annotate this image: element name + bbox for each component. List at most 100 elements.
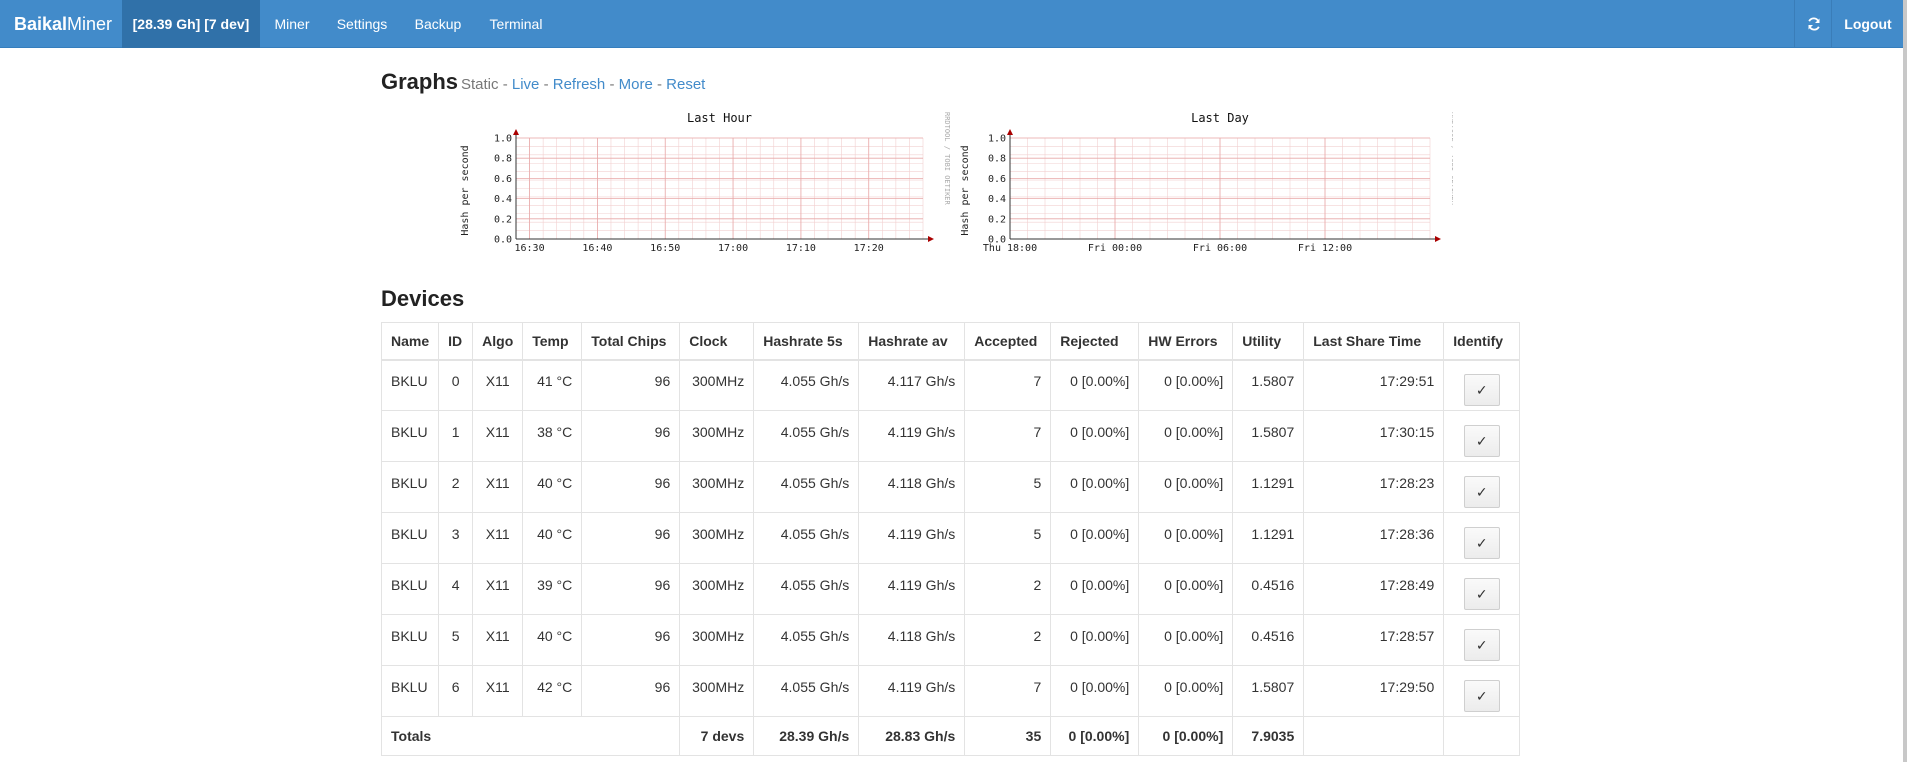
cell-name: BKLU	[380, 410, 440, 462]
graph-link-refresh[interactable]: Refresh	[552, 76, 606, 93]
scrollbar[interactable]	[1903, 0, 1907, 762]
nav-status[interactable]: [28.39 Gh] [7 dev]	[122, 0, 260, 48]
col-temp: Temp	[522, 322, 583, 361]
cell-id: 5	[438, 614, 474, 666]
nav-item-backup[interactable]: Backup	[414, 16, 462, 32]
cell-temp: 39 °C	[522, 563, 583, 615]
nav-item-miner[interactable]: Miner	[274, 16, 310, 32]
identify-button[interactable]: ✓	[1463, 527, 1500, 559]
cell-hashrate-av: 4.119 Gh/s	[858, 563, 966, 615]
y-axis-label: Hash per second	[460, 145, 471, 235]
cell-temp: 40 °C	[522, 461, 583, 513]
y-tick-label: 0.0	[988, 235, 1006, 246]
cell-name: BKLU	[380, 563, 440, 615]
identify-button[interactable]: ✓	[1463, 476, 1500, 508]
cell-identify: ✓	[1443, 563, 1521, 615]
cell-id: 3	[438, 512, 474, 564]
nav-item-terminal[interactable]: Terminal	[489, 16, 543, 32]
x-tick-label: 16:50	[650, 243, 680, 254]
cell-total-chips: 96	[581, 359, 681, 411]
cell-identify: ✓	[1443, 410, 1521, 462]
cell-clock: 300MHz	[679, 512, 755, 564]
cell-rejected: 0 [0.00%]	[1050, 563, 1140, 615]
logout-button[interactable]: Logout	[1844, 16, 1892, 32]
cell-name: BKLU	[380, 359, 440, 411]
cell-hw-errors: 0 [0.00%]	[1138, 410, 1234, 462]
x-axis-arrow	[1435, 236, 1441, 242]
cell-rejected: 0 [0.00%]	[1050, 461, 1140, 513]
identify-button[interactable]: ✓	[1463, 578, 1500, 610]
identify-button[interactable]: ✓	[1463, 629, 1500, 661]
graph-mode-static: Static	[461, 76, 499, 93]
cell-hashrate-5s: 4.055 Gh/s	[753, 665, 860, 717]
col-hw-errors: HW Errors	[1138, 322, 1234, 361]
col-last-share-time: Last Share Time	[1303, 322, 1445, 361]
col-id: ID	[438, 322, 474, 361]
y-tick-label: 0.6	[988, 174, 1006, 185]
navbar: BaikalMiner [28.39 Gh] [7 dev] Miner Set…	[0, 0, 1907, 48]
brand-logo[interactable]: BaikalMiner	[14, 14, 113, 34]
cell-id: 4	[438, 563, 474, 615]
identify-button[interactable]: ✓	[1463, 425, 1500, 457]
y-tick-label: 0.4	[988, 194, 1006, 205]
col-accepted: Accepted	[964, 322, 1052, 361]
y-tick-label: 1.0	[988, 134, 1006, 145]
col-hashrate-5s: Hashrate 5s	[753, 322, 860, 361]
x-tick-label: Thu 18:00	[983, 243, 1037, 254]
chart-title: Last Hour	[687, 111, 752, 125]
totals-hashrate-av: 28.83 Gh/s	[858, 716, 966, 756]
x-axis-arrow	[928, 236, 934, 242]
x-tick-label: 16:30	[515, 243, 545, 254]
cell-identify: ✓	[1443, 665, 1521, 717]
cell-hashrate-5s: 4.055 Gh/s	[753, 563, 860, 615]
cell-algo: X11	[472, 614, 524, 666]
graph-link-live[interactable]: Live	[511, 76, 540, 93]
cell-accepted: 5	[964, 461, 1052, 513]
totals-empty	[1303, 716, 1445, 756]
cell-name: BKLU	[380, 461, 440, 513]
y-tick-label: 0.0	[494, 235, 512, 246]
devices-title: Devices	[381, 286, 465, 311]
cell-utility: 1.1291	[1232, 512, 1305, 564]
graph-last-day: Thu 18:00 Fri 00:00 Fri 06:00 Fri 12:00 1.0 0…	[960, 111, 1453, 254]
cell-last-share-time: 17:29:50	[1303, 665, 1445, 717]
totals-accepted: 35	[964, 716, 1052, 756]
cell-utility: 1.5807	[1232, 410, 1305, 462]
cell-algo: X11	[472, 665, 524, 717]
cell-accepted: 7	[964, 665, 1052, 717]
cell-hw-errors: 0 [0.00%]	[1138, 665, 1234, 717]
cell-algo: X11	[472, 461, 524, 513]
y-tick-label: 0.6	[494, 174, 512, 185]
graph-link-more[interactable]: More	[618, 76, 653, 93]
cell-utility: 1.5807	[1232, 665, 1305, 717]
col-rejected: Rejected	[1050, 322, 1140, 361]
cell-hashrate-av: 4.119 Gh/s	[858, 512, 966, 564]
table-row: BKLU 2 X11 40 °C 96 300MHz 4.055 Gh/s 4.118 Gh/…	[380, 461, 1521, 513]
col-identify: Identify	[1443, 322, 1521, 361]
graph-link-reset[interactable]: Reset	[666, 76, 706, 93]
y-tick-label: 0.2	[988, 214, 1006, 225]
cell-hashrate-av: 4.117 Gh/s	[858, 359, 966, 411]
cell-identify: ✓	[1443, 461, 1521, 513]
cell-clock: 300MHz	[679, 614, 755, 666]
y-axis-label: Hash per second	[960, 145, 971, 235]
cell-total-chips: 96	[581, 512, 681, 564]
col-clock: Clock	[679, 322, 755, 361]
rrdtool-credit: RRDTOOL / TOBI OETIKER	[1450, 112, 1453, 206]
cell-temp: 40 °C	[522, 512, 583, 564]
y-axis-arrow	[513, 129, 519, 135]
identify-button[interactable]: ✓	[1463, 374, 1500, 407]
x-tick-label: 17:10	[786, 243, 816, 254]
cell-hashrate-5s: 4.055 Gh/s	[753, 512, 860, 564]
x-tick-label: Fri 12:00	[1298, 243, 1352, 254]
cell-hashrate-5s: 4.055 Gh/s	[753, 614, 860, 666]
cell-hw-errors: 0 [0.00%]	[1138, 461, 1234, 513]
cell-rejected: 0 [0.00%]	[1050, 359, 1140, 411]
nav-item-settings[interactable]: Settings	[336, 16, 388, 32]
cell-hw-errors: 0 [0.00%]	[1138, 563, 1234, 615]
cell-last-share-time: 17:30:15	[1303, 410, 1445, 462]
refresh-button[interactable]	[1794, 0, 1832, 48]
identify-button[interactable]: ✓	[1463, 680, 1500, 712]
cell-hashrate-av: 4.119 Gh/s	[858, 410, 966, 462]
graphs-title: Graphs	[381, 69, 459, 94]
